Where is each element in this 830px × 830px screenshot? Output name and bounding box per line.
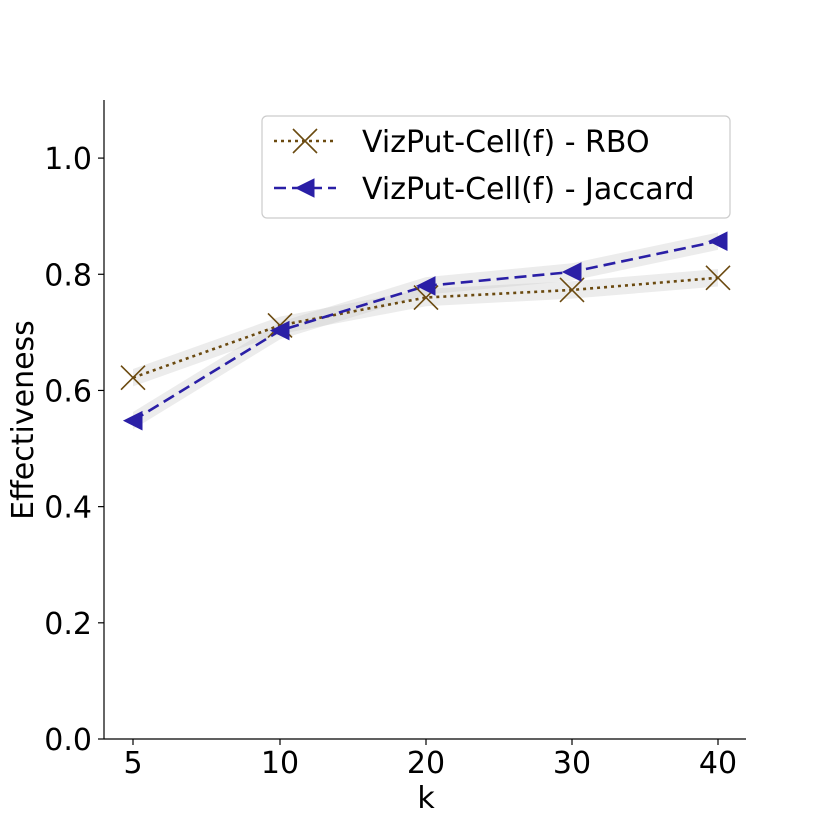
point-series-0-5 [120,365,146,391]
point-series-1-10 [269,320,290,341]
x-tick-label-3: 30 [553,746,591,781]
point-series-0-30 [559,277,585,303]
series-markers [120,231,731,431]
x-tick-label-2: 20 [407,746,445,781]
y-tick-label-1: 0.2 [44,607,92,642]
y-tick-label-0: 0.0 [44,723,92,758]
x-tick-label-0: 5 [123,746,142,781]
y-tick-label-2: 0.4 [44,491,92,526]
line-series-0 [132,276,719,379]
legend-label-0: VizPut-Cell(f) - RBO [362,125,650,160]
x-tick-label-1: 10 [261,746,299,781]
legend-label-1: VizPut-Cell(f) - Jaccard [362,172,695,207]
axes: 0.0 0.2 0.4 0.6 0.8 1.0 5 10 20 30 40 k Effectivenes… [6,100,746,816]
y-tick-label-4: 0.8 [44,258,92,293]
legend-marker-1 [294,178,315,198]
band-series-1 [133,232,718,430]
y-tick-label-3: 0.6 [44,374,92,409]
y-axis-label: Effectiveness [6,320,41,520]
point-series-1-20 [415,276,436,296]
confidence-bands [133,232,718,430]
legend: VizPut-Cell(f) - RBO VizPut-Cell(f) - Jac… [261,115,731,219]
point-series-0-40 [705,265,731,291]
point-series-1-30 [561,262,582,282]
y-tick-label-5: 1.0 [44,142,92,177]
legend-box [261,115,731,219]
point-series-1-40 [707,231,728,251]
point-series-1-5 [122,410,143,431]
legend-marker-0 [292,128,318,154]
band-series-0 [133,269,718,387]
x-tick-label-4: 40 [699,746,737,781]
x-axis-label: k [417,781,435,816]
